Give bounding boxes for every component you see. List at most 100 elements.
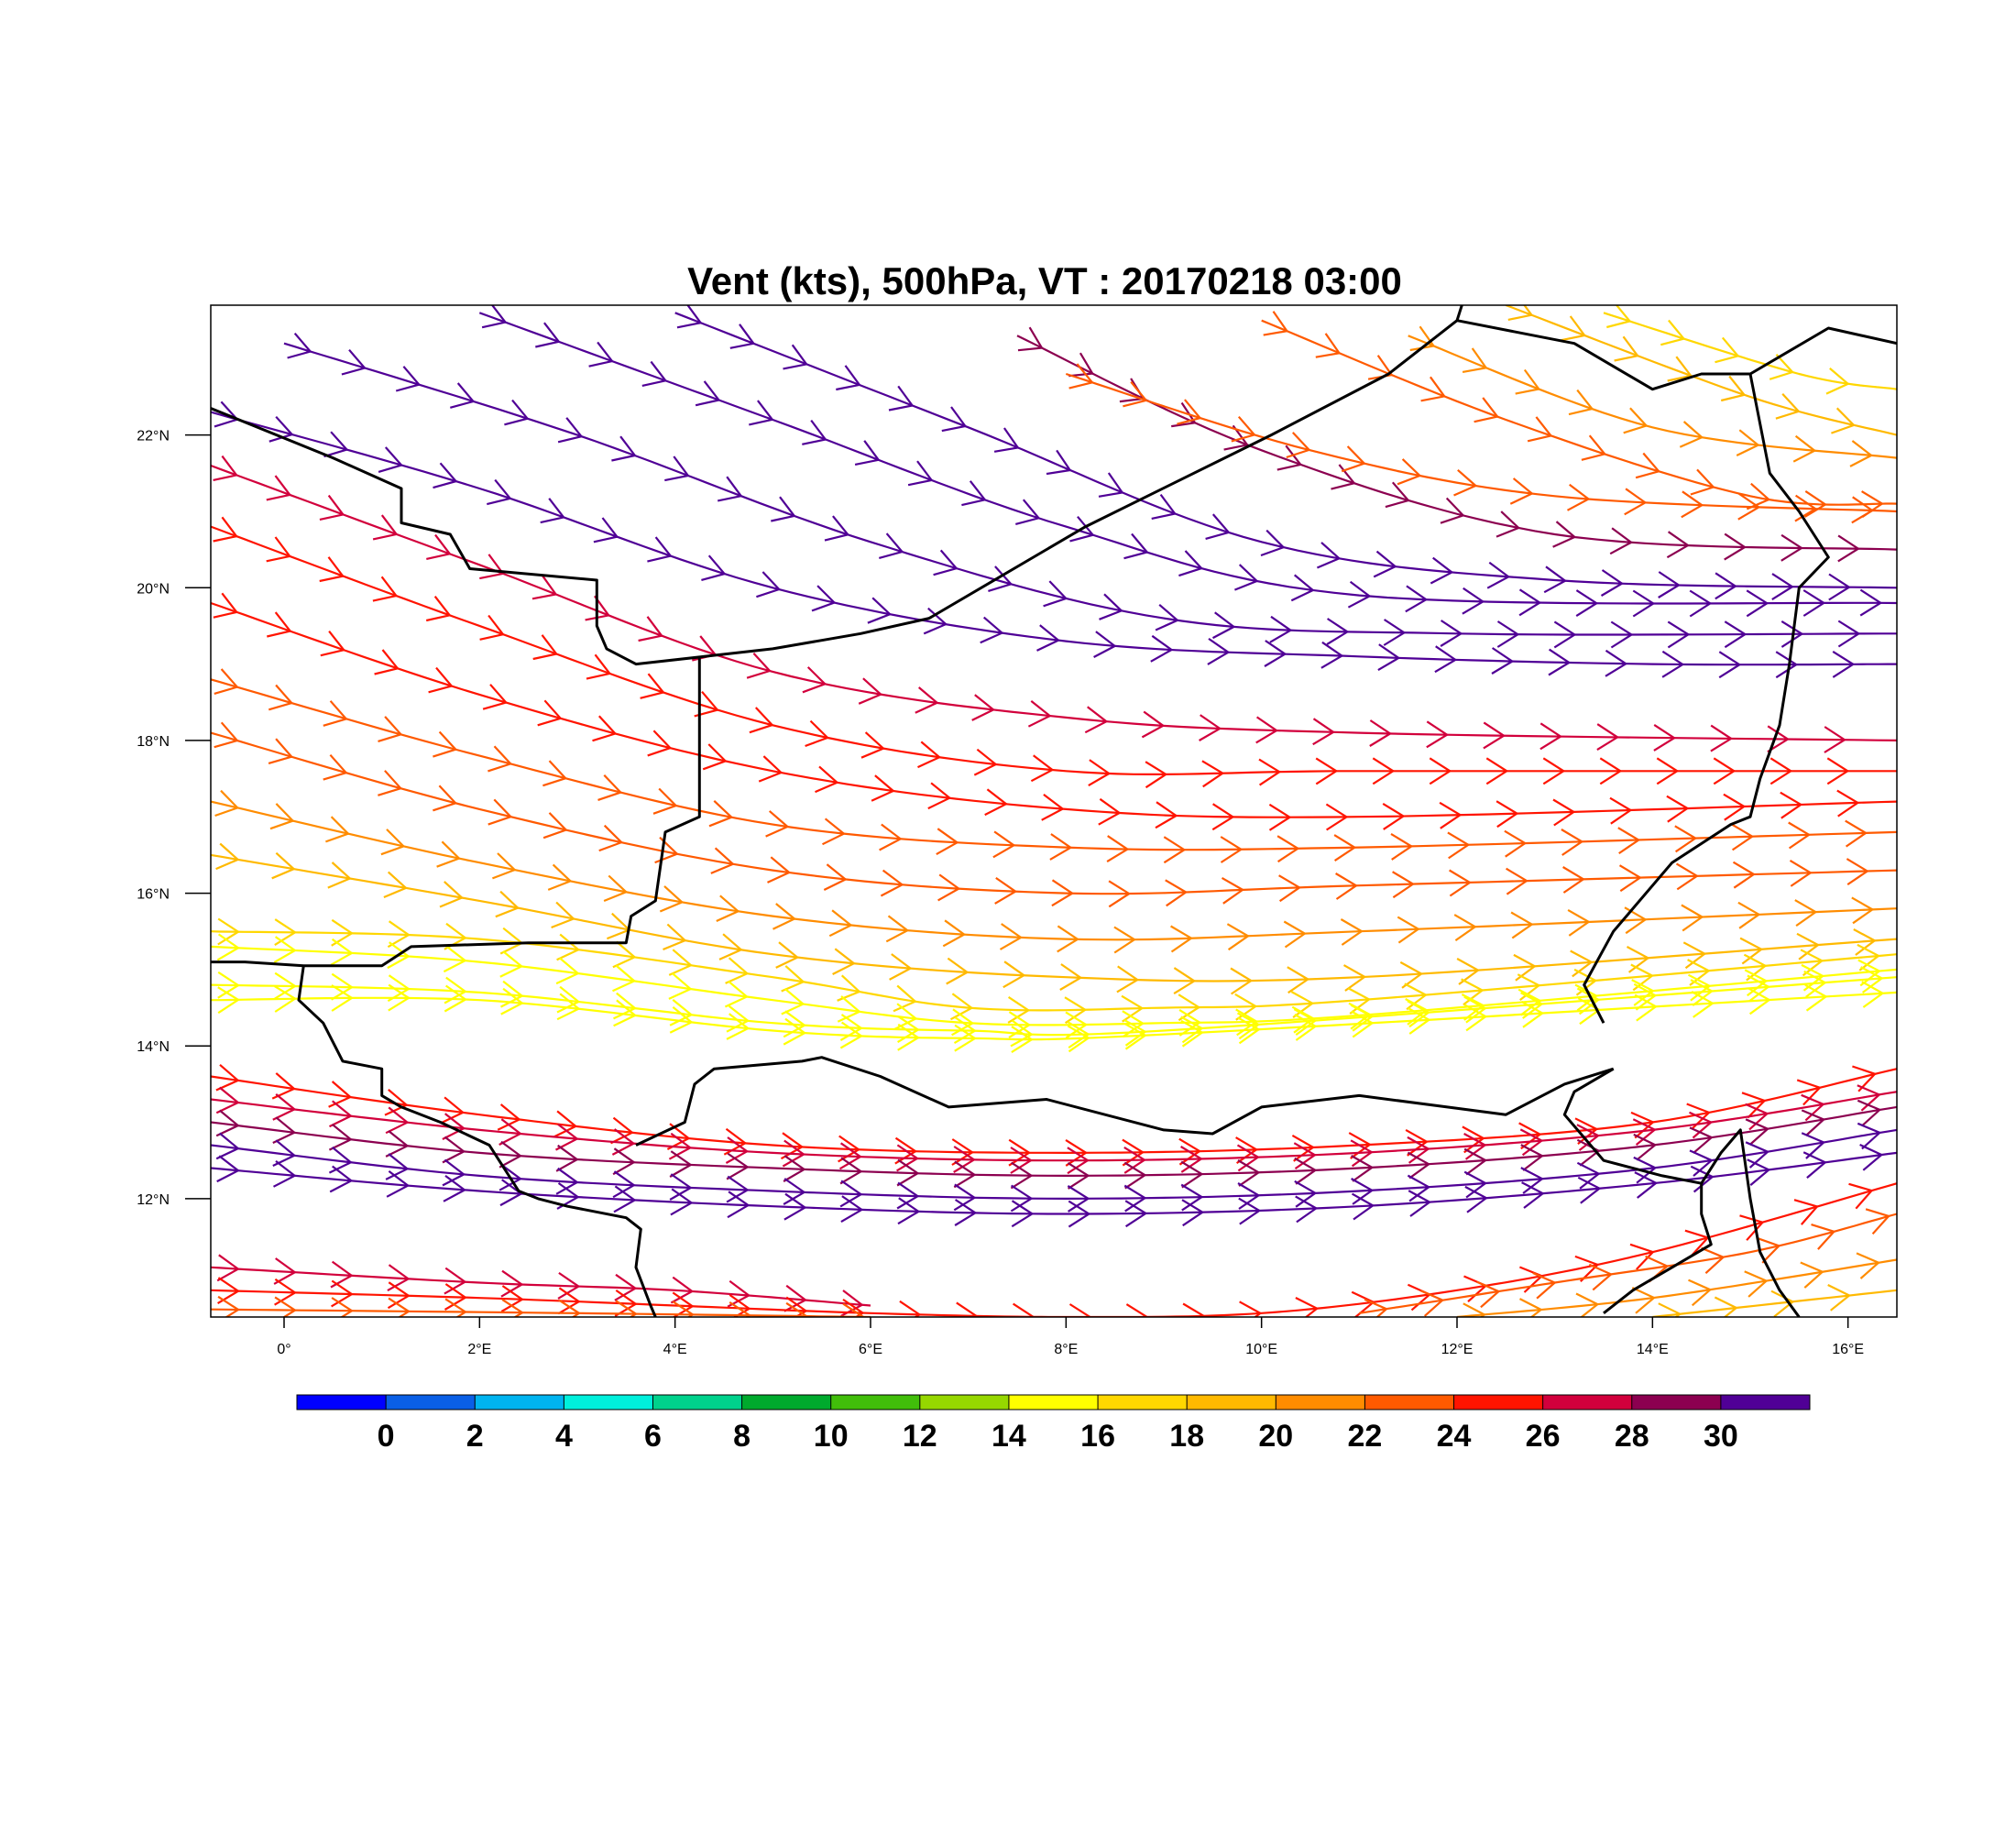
streamline-arrowhead bbox=[1800, 1261, 1824, 1289]
streamline-arrowhead bbox=[387, 941, 411, 970]
streamline-arrowhead bbox=[554, 1123, 579, 1151]
streamline-arrowhead bbox=[331, 1297, 355, 1317]
streamline-arrowhead bbox=[1221, 876, 1245, 905]
streamline-arrowhead bbox=[383, 871, 409, 899]
streamline-arrowhead bbox=[867, 597, 893, 624]
streamline-arrowhead bbox=[1064, 996, 1088, 1025]
streamline-arrowhead bbox=[274, 971, 298, 1000]
streamline-arrowhead bbox=[1780, 533, 1804, 562]
streamline-arrowhead bbox=[1756, 1236, 1781, 1264]
streamline-arrowhead bbox=[444, 1298, 468, 1317]
streamline-arrowhead bbox=[1369, 719, 1393, 747]
streamline-arrowhead bbox=[729, 1301, 752, 1317]
streamline-arrowhead bbox=[1385, 481, 1410, 509]
streamline-arrowhead bbox=[780, 1132, 805, 1160]
streamline-arrowhead bbox=[1067, 1161, 1090, 1190]
streamline-arrowhead bbox=[663, 923, 687, 951]
streamline-path bbox=[211, 1105, 1897, 1178]
streamline-arrowhead bbox=[1496, 800, 1519, 829]
streamline-arrowhead bbox=[781, 965, 805, 993]
streamline-arrowhead bbox=[1350, 1004, 1375, 1032]
streamline-arrowhead bbox=[1351, 1010, 1375, 1038]
plot-frame bbox=[210, 304, 1898, 1318]
streamline-arrowhead bbox=[1849, 440, 1874, 467]
streamline-arrowhead bbox=[1732, 861, 1756, 889]
streamline-arrowhead bbox=[499, 1163, 523, 1191]
streamline-arrowhead bbox=[499, 980, 524, 1008]
streamline-arrowhead bbox=[1067, 1025, 1090, 1053]
streamline-arrowhead bbox=[1852, 1065, 1878, 1092]
streamline-arrowhead bbox=[840, 1195, 864, 1224]
streamline-arrowhead bbox=[1687, 959, 1711, 986]
streamline-arrowhead bbox=[1723, 793, 1747, 821]
streamline bbox=[1261, 311, 1897, 519]
streamline-arrowhead bbox=[1123, 1146, 1147, 1174]
streamline-arrowhead bbox=[1567, 908, 1591, 937]
colorbar-label: 4 bbox=[555, 1419, 573, 1454]
streamline-arrowhead bbox=[1223, 424, 1250, 451]
y-tick-label: 14°N bbox=[137, 1039, 170, 1055]
streamline-arrowhead bbox=[1574, 983, 1599, 1012]
streamline-arrowhead bbox=[1788, 821, 1812, 850]
streamline-arrowhead bbox=[1068, 1200, 1091, 1228]
streamline-arrowhead bbox=[603, 874, 629, 903]
streamline-arrowhead bbox=[439, 881, 465, 908]
streamline-arrowhead bbox=[320, 631, 346, 657]
country-border bbox=[297, 965, 657, 1317]
streamline-arrowhead bbox=[271, 851, 296, 880]
streamline-arrowhead bbox=[1633, 982, 1658, 1011]
streamline-arrowhead bbox=[726, 1013, 751, 1040]
streamline-arrowhead bbox=[956, 1301, 979, 1317]
streamline-arrowhead bbox=[1506, 867, 1529, 895]
streamline-arrowhead bbox=[1180, 1146, 1203, 1173]
streamline-arrowhead bbox=[771, 496, 796, 522]
streamline-path bbox=[211, 1266, 871, 1307]
streamline-arrowhead bbox=[272, 1116, 297, 1144]
streamline-arrowhead bbox=[1180, 1015, 1204, 1044]
streamline-arrowhead bbox=[266, 475, 292, 501]
streamline-arrowhead bbox=[1800, 949, 1824, 977]
streamline-arrowhead bbox=[729, 324, 756, 349]
streamline-arrowhead bbox=[1178, 1008, 1202, 1037]
streamline-arrowhead bbox=[785, 1301, 809, 1317]
streamline bbox=[1065, 363, 1897, 524]
colorbar-swatch bbox=[1098, 1395, 1188, 1410]
streamline-arrowhead bbox=[1575, 1292, 1600, 1317]
streamline bbox=[211, 1144, 1897, 1228]
streamline-arrowhead bbox=[1832, 650, 1856, 678]
streamline-arrowhead bbox=[500, 1269, 524, 1298]
streamline bbox=[211, 1182, 1897, 1317]
colorbar-label: 2 bbox=[466, 1419, 484, 1454]
streamline-arrowhead bbox=[329, 1100, 353, 1128]
streamline-arrowhead bbox=[613, 992, 638, 1020]
streamline-arrowhead bbox=[1407, 1151, 1431, 1180]
streamline-arrowhead bbox=[727, 1279, 751, 1308]
streamline-arrowhead bbox=[273, 936, 297, 963]
streamline-arrowhead bbox=[1340, 918, 1364, 946]
streamline-arrowhead bbox=[1780, 620, 1804, 648]
streamline-arrowhead bbox=[942, 919, 967, 948]
streamline-arrowhead bbox=[1794, 899, 1818, 927]
streamline-arrowhead bbox=[1681, 490, 1704, 519]
streamline-arrowhead bbox=[1804, 983, 1828, 1012]
streamline-arrowhead bbox=[1315, 333, 1342, 358]
streamline-arrowhead bbox=[1276, 445, 1303, 471]
streamline-arrowhead bbox=[879, 823, 903, 851]
streamline-arrowhead bbox=[907, 460, 934, 487]
streamline-arrowhead bbox=[556, 933, 581, 961]
streamline-arrowhead bbox=[495, 890, 520, 918]
streamline-arrowhead bbox=[1178, 550, 1204, 577]
streamline-arrowhead bbox=[1067, 1147, 1090, 1175]
streamline-arrowhead bbox=[783, 344, 809, 370]
streamline-arrowhead bbox=[433, 785, 458, 812]
streamline-arrowhead bbox=[879, 532, 904, 559]
streamline-arrowhead bbox=[815, 765, 839, 794]
streamline-path bbox=[211, 1128, 1897, 1201]
streamline-arrowhead bbox=[1264, 640, 1287, 667]
country-border bbox=[635, 1056, 1615, 1147]
streamline-arrowhead bbox=[1609, 796, 1633, 825]
streamline-arrowhead bbox=[1008, 1138, 1032, 1167]
streamline-arrowhead bbox=[647, 730, 673, 757]
streamline-arrowhead bbox=[1793, 1199, 1819, 1225]
streamline-arrowhead bbox=[331, 972, 355, 1001]
